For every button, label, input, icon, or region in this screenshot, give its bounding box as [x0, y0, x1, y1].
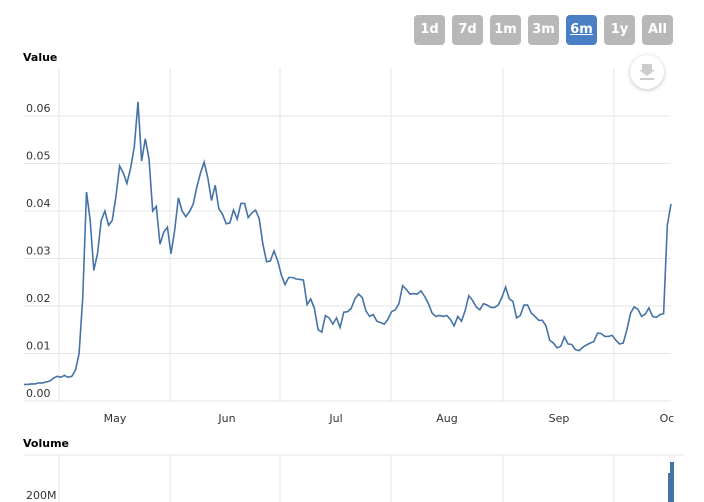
- volume-bar: [668, 473, 670, 502]
- range-button-1d[interactable]: 1d: [414, 15, 445, 45]
- x-tick-label: Aug: [436, 412, 457, 425]
- x-tick-label: Sep: [549, 412, 570, 425]
- x-tick-label: Jul: [328, 412, 342, 425]
- y-tick-label: 0.01: [26, 340, 51, 353]
- range-button-1m[interactable]: 1m: [490, 15, 521, 45]
- range-button-all[interactable]: All: [642, 15, 673, 45]
- series-line: [24, 101, 672, 386]
- y-tick-label: 0.05: [26, 150, 51, 163]
- x-tick-label: Jun: [217, 412, 235, 425]
- volume-y-tick-label: 200M: [26, 489, 57, 502]
- y-tick-label: 0.03: [26, 245, 51, 258]
- range-button-1y[interactable]: 1y: [604, 15, 635, 45]
- volume-panel: 200M: [24, 454, 684, 502]
- range-button-3m[interactable]: 3m: [528, 15, 559, 45]
- download-icon: [639, 64, 655, 80]
- y-tick-label: 0.04: [26, 197, 51, 210]
- y-tick-label: 0.02: [26, 292, 51, 305]
- volume-bar: [670, 462, 674, 502]
- x-axis-ticks: May Jun Jul Aug Sep Oc: [104, 412, 675, 425]
- volume-panel-title: Volume: [23, 437, 69, 450]
- x-tick-label: May: [104, 412, 127, 425]
- export-button[interactable]: [630, 55, 664, 89]
- x-tick-label: Oc: [660, 412, 675, 425]
- y-tick-label: 0.00: [26, 387, 51, 400]
- range-button-7d[interactable]: 7d: [452, 15, 483, 45]
- y-tick-label: 0.06: [26, 102, 51, 115]
- range-button-6m[interactable]: 6m: [566, 15, 597, 45]
- grid-lines: [24, 68, 671, 402]
- value-panel-title: Value: [23, 51, 58, 64]
- y-axis-ticks: 0.00 0.01 0.02 0.03 0.04 0.05 0.06: [26, 102, 51, 400]
